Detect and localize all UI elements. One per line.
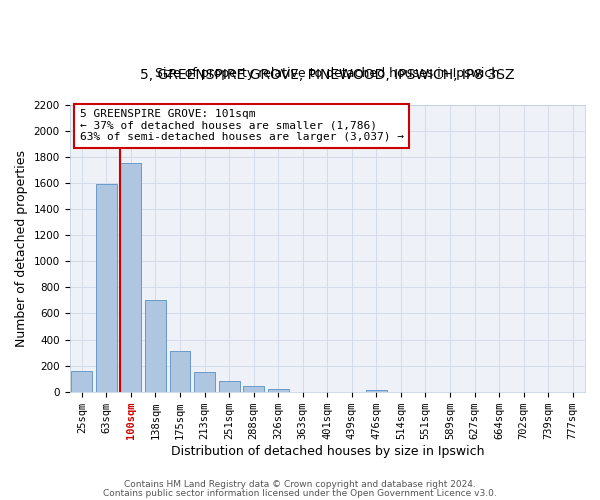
Bar bbox=[366, 390, 387, 392]
Bar bbox=[121, 163, 142, 392]
Bar bbox=[268, 389, 289, 392]
Text: Contains public sector information licensed under the Open Government Licence v3: Contains public sector information licen… bbox=[103, 488, 497, 498]
Bar bbox=[218, 382, 239, 392]
Bar bbox=[71, 371, 92, 392]
Text: 5, GREENSPIRE GROVE, PINEWOOD, IPSWICH, IP8 3SZ: 5, GREENSPIRE GROVE, PINEWOOD, IPSWICH, … bbox=[140, 68, 515, 82]
Text: 5 GREENSPIRE GROVE: 101sqm
← 37% of detached houses are smaller (1,786)
63% of s: 5 GREENSPIRE GROVE: 101sqm ← 37% of deta… bbox=[80, 109, 404, 142]
Bar bbox=[194, 372, 215, 392]
Title: Size of property relative to detached houses in Ipswich: Size of property relative to detached ho… bbox=[155, 67, 499, 80]
Bar bbox=[145, 300, 166, 392]
X-axis label: Distribution of detached houses by size in Ipswich: Distribution of detached houses by size … bbox=[170, 444, 484, 458]
Y-axis label: Number of detached properties: Number of detached properties bbox=[15, 150, 28, 347]
Bar bbox=[96, 184, 117, 392]
Text: Contains HM Land Registry data © Crown copyright and database right 2024.: Contains HM Land Registry data © Crown c… bbox=[124, 480, 476, 489]
Bar bbox=[170, 350, 190, 392]
Bar bbox=[243, 386, 264, 392]
